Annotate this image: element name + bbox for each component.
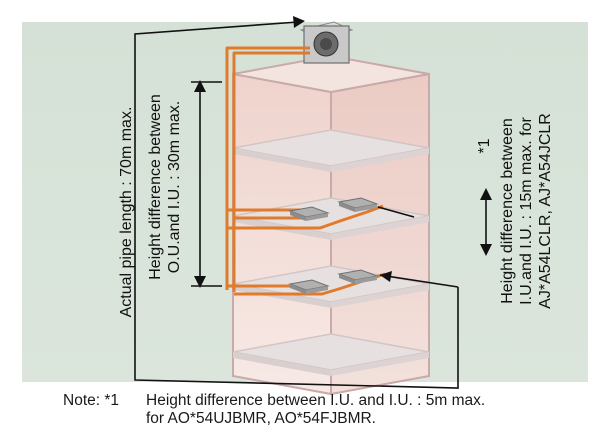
leader-line-upper bbox=[377, 206, 415, 218]
indoor-unit-icon bbox=[337, 197, 379, 212]
iu-iu-height-label-line3: AJ*A54LCLR, AJ*A54JCLR bbox=[537, 113, 554, 309]
indoor-unit-icon bbox=[288, 279, 330, 294]
note-line-2: for AO*54UJBMR, AO*54FJBMR. bbox=[146, 410, 376, 427]
ou-iu-height-label-line1: Height difference between bbox=[147, 94, 164, 280]
floor-slab-4 bbox=[232, 333, 430, 376]
leader-line-lower bbox=[379, 274, 459, 288]
building bbox=[232, 54, 430, 396]
iu-iu-height-label-line2: I.U.and I.U. : 15m max. for bbox=[518, 117, 535, 305]
indoor-unit-icon bbox=[337, 269, 379, 284]
arrowheads bbox=[194, 16, 492, 288]
outdoor-unit-icon bbox=[299, 21, 354, 64]
ou-iu-height-label-line2: O.U.and I.U. : 30m max. bbox=[166, 101, 183, 274]
dimension-lines bbox=[134, 21, 487, 389]
pipe-length-bracket bbox=[134, 21, 459, 389]
iu-iu-footnote-marker: *1 bbox=[476, 138, 493, 153]
floor-slab-1 bbox=[232, 129, 430, 172]
note-line-1: Height difference between I.U. and I.U. … bbox=[146, 392, 486, 409]
note-prefix: Note: *1 bbox=[63, 392, 120, 409]
building-roof bbox=[232, 54, 430, 94]
indoor-unit-icon bbox=[288, 206, 330, 221]
iu-iu-height-label-line1: Height difference between bbox=[499, 118, 516, 304]
pipe-length-label: Actual pipe length : 70m max. bbox=[118, 107, 135, 318]
